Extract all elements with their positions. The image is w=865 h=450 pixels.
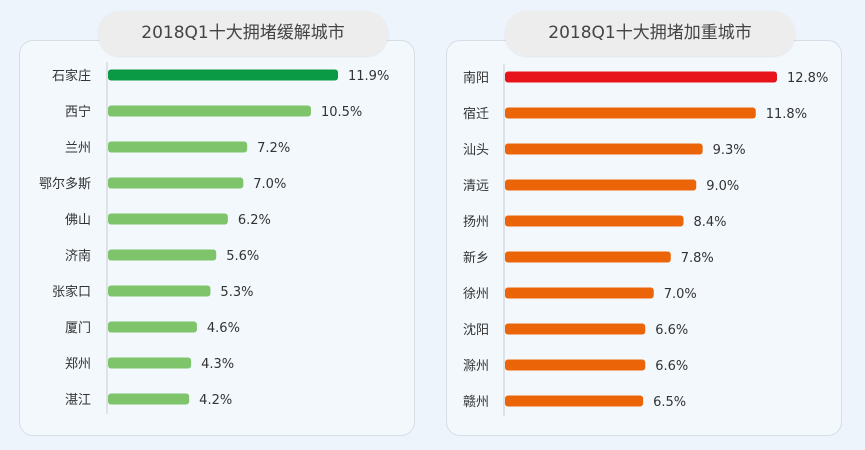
right-bar <box>505 143 703 155</box>
right-bar <box>505 323 646 335</box>
right-category-label: 滁州 <box>463 358 489 374</box>
right-value-label: 6.6% <box>655 323 688 338</box>
left-category-label: 厦门 <box>65 321 91 336</box>
left-bar <box>108 321 197 333</box>
left-value-label: 4.3% <box>201 357 234 372</box>
left-value-label: 5.6% <box>226 249 259 264</box>
left-category-label: 兰州 <box>65 141 91 156</box>
right-bar <box>505 359 646 371</box>
left-category-label: 济南 <box>65 248 91 264</box>
left-bar <box>108 213 228 225</box>
right-value-label: 9.0% <box>706 179 739 194</box>
right-category-label: 汕头 <box>463 143 489 158</box>
right-bar <box>505 251 671 263</box>
right-category-label: 宿迁 <box>463 106 489 122</box>
right-bar <box>505 395 644 407</box>
left-category-label: 鄂尔多斯 <box>39 176 91 192</box>
left-chart-title: 2018Q1十大拥堵缓解城市 <box>98 11 388 56</box>
left-value-label: 4.2% <box>199 393 232 408</box>
left-bar <box>108 249 217 261</box>
right-bar <box>505 179 697 191</box>
right-bar <box>505 107 756 119</box>
left-category-label: 佛山 <box>65 213 91 228</box>
right-category-label: 沈阳 <box>463 323 489 338</box>
left-value-label: 6.2% <box>238 213 271 228</box>
right-category-label: 徐州 <box>463 287 489 302</box>
left-value-label: 4.6% <box>207 321 240 336</box>
right-value-label: 8.4% <box>694 215 727 230</box>
right-category-label: 清远 <box>463 179 489 194</box>
right-category-label: 南阳 <box>463 70 489 86</box>
left-bar <box>108 105 311 117</box>
left-category-label: 石家庄 <box>52 68 91 84</box>
left-bar <box>108 285 211 297</box>
left-value-label: 5.3% <box>220 285 253 300</box>
right-bar <box>505 215 684 227</box>
right-value-label: 12.8% <box>787 71 828 86</box>
left-category-label: 张家口 <box>52 284 91 300</box>
left-value-label: 11.9% <box>348 69 389 84</box>
left-bar <box>108 141 248 153</box>
left-bar <box>108 393 190 405</box>
right-category-label: 扬州 <box>463 215 489 230</box>
right-value-label: 9.3% <box>713 143 746 158</box>
left-value-label: 7.0% <box>253 177 286 192</box>
right-bar <box>505 71 777 83</box>
right-chart-title: 2018Q1十大拥堵加重城市 <box>505 11 795 56</box>
left-bar <box>108 357 192 369</box>
left-bar <box>108 177 244 189</box>
left-category-label: 湛江 <box>65 393 91 408</box>
left-category-label: 郑州 <box>65 357 91 372</box>
right-bar <box>505 287 654 299</box>
left-value-label: 10.5% <box>321 105 362 120</box>
right-value-label: 6.5% <box>653 395 686 410</box>
right-category-label: 新乡 <box>463 250 489 266</box>
left-bar <box>108 69 338 81</box>
right-value-label: 6.6% <box>655 359 688 374</box>
right-value-label: 7.8% <box>681 251 714 266</box>
right-value-label: 7.0% <box>664 287 697 302</box>
right-value-label: 11.8% <box>766 107 807 122</box>
right-category-label: 赣州 <box>463 395 489 410</box>
left-value-label: 7.2% <box>257 141 290 156</box>
left-category-label: 西宁 <box>65 104 91 120</box>
